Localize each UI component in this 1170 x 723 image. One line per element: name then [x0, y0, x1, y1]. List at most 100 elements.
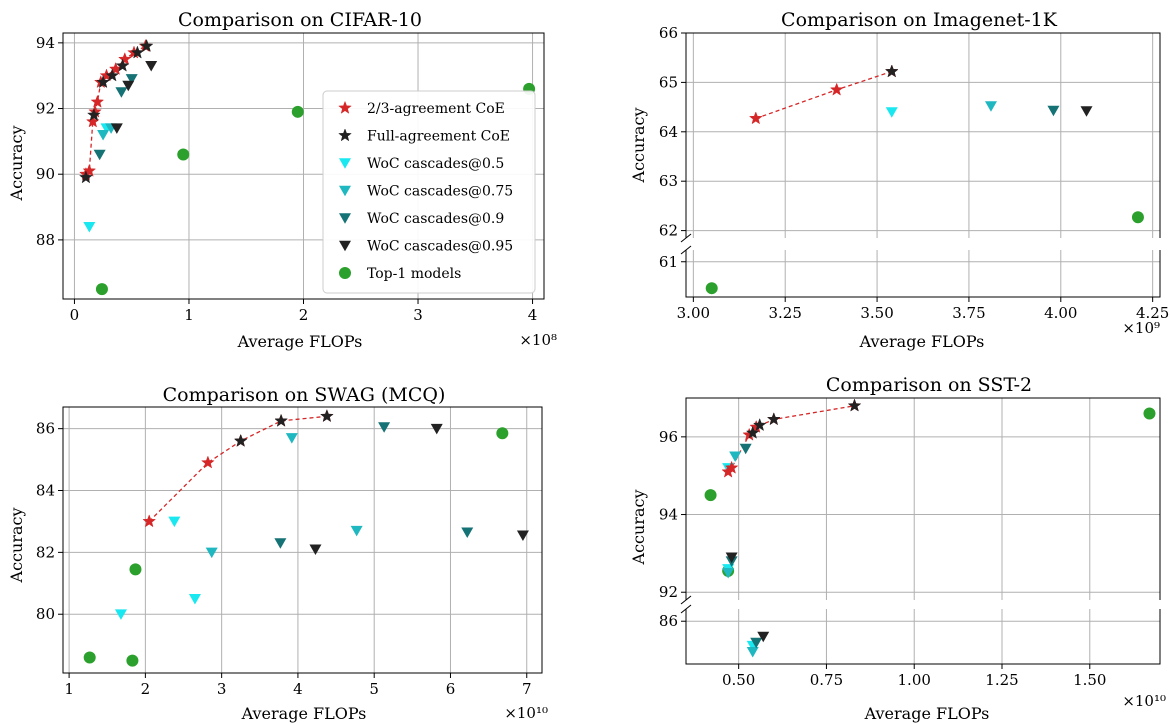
y-tick-label: 92 — [659, 583, 678, 601]
data-point — [1131, 211, 1144, 224]
data-point — [115, 87, 128, 98]
data-point — [722, 568, 735, 579]
data-point — [496, 427, 509, 440]
data-point — [145, 61, 158, 72]
data-point — [118, 52, 132, 66]
data-point — [87, 107, 101, 121]
panel-swag: Comparison on SWAG (MCQ) Average FLOPs A… — [7, 384, 548, 723]
data-point — [739, 443, 752, 455]
legend-box — [322, 90, 536, 294]
data-point — [461, 527, 474, 538]
y-tick-label: 86 — [659, 612, 678, 630]
data-point — [83, 651, 96, 664]
x-axis-label: Average FLOPs — [241, 704, 367, 723]
data-point — [114, 609, 127, 620]
y-tick-label: 94 — [659, 506, 678, 524]
x-multiplier: ×10⁸ — [519, 331, 557, 349]
data-point — [884, 64, 899, 78]
data-point — [309, 544, 322, 555]
legend-entry: WoC cascades@0.9 — [367, 211, 504, 227]
data-point — [93, 149, 106, 161]
legend-marker — [339, 213, 351, 224]
y-axis-label: Accuracy — [7, 126, 26, 202]
frontier-line — [148, 415, 327, 522]
panel-sst2: Comparison on SST-2 Average FLOPs Accura… — [629, 374, 1166, 723]
data-point — [291, 105, 304, 118]
data-point — [95, 283, 108, 296]
x-tick-label: 3.50 — [860, 304, 893, 322]
legend-marker — [339, 158, 351, 169]
grid — [63, 407, 542, 673]
data-point — [79, 170, 93, 184]
axes-frame — [685, 32, 1161, 238]
y-tick-label: 96 — [659, 428, 678, 446]
series-top1 — [83, 427, 509, 667]
x-tick-label: 6 — [446, 680, 456, 698]
series-woc09 — [274, 422, 474, 549]
legend-marker — [339, 240, 351, 252]
data-point — [142, 514, 157, 528]
data-point — [378, 422, 391, 433]
data-point — [757, 631, 770, 643]
panel-cifar: Comparison on CIFAR-10 Average FLOPs Acc… — [7, 9, 557, 351]
axis-break-mark — [680, 233, 692, 243]
x-axis-label: Average FLOPs — [864, 704, 990, 723]
data-point — [83, 221, 96, 233]
x-tick-label: 4 — [528, 306, 538, 324]
data-point — [725, 552, 738, 563]
series-woc09 — [93, 74, 138, 161]
series-two_thirds — [142, 409, 334, 528]
series-woc075 — [205, 433, 363, 559]
series-full — [233, 409, 334, 447]
data-point — [126, 654, 139, 667]
series-woc095 — [110, 61, 158, 134]
grid — [686, 250, 1160, 297]
y-tick-label: 62 — [659, 222, 678, 240]
axes-frame — [685, 609, 1161, 665]
x-tick-label: 1 — [184, 306, 194, 324]
y-axis-label: Accuracy — [7, 508, 26, 584]
x-tick-label: 5 — [369, 680, 379, 698]
legend-entry: 2/3-agreement CoE — [367, 101, 505, 117]
x-tick-label: 3.25 — [769, 304, 802, 322]
legend-entry: WoC cascades@0.75 — [367, 184, 513, 200]
data-point — [97, 130, 110, 141]
x-tick-label: 7 — [522, 680, 532, 698]
series-two_thirds — [721, 398, 862, 478]
x-tick-label: 3 — [413, 306, 423, 324]
legend-marker — [339, 185, 351, 197]
data-point — [274, 538, 287, 549]
series-woc05 — [114, 516, 201, 620]
x-tick-label: 4.00 — [1044, 304, 1077, 322]
x-tick-label: 0.50 — [722, 671, 755, 689]
x-multiplier: ×10¹⁰ — [504, 704, 548, 722]
grid — [686, 398, 1160, 600]
series-woc075 — [984, 101, 997, 112]
y-tick-label: 80 — [36, 605, 55, 623]
chart-title: Comparison on SWAG (MCQ) — [163, 384, 446, 406]
data-point — [847, 398, 862, 412]
series-full — [79, 38, 154, 184]
data-point — [829, 82, 844, 96]
y-tick-label: 61 — [659, 253, 678, 271]
y-tick-label: 86 — [36, 420, 55, 438]
grid — [686, 32, 1160, 238]
data-point — [724, 460, 739, 474]
data-point — [177, 148, 190, 161]
data-point — [129, 563, 142, 576]
legend-entry: WoC cascades@0.5 — [367, 156, 504, 172]
data-point — [885, 107, 898, 118]
data-point — [729, 451, 742, 462]
legend-marker — [338, 100, 352, 114]
data-point — [766, 412, 781, 426]
legend-entry: WoC cascades@0.95 — [367, 239, 513, 255]
frontier-line — [727, 405, 855, 473]
data-point — [90, 94, 105, 108]
x-tick-label: 1.25 — [985, 671, 1018, 689]
chart-title: Comparison on SST-2 — [826, 374, 1032, 396]
data-point — [233, 433, 248, 447]
axes-frame — [62, 406, 543, 674]
data-point — [122, 80, 135, 92]
y-tick-label: 90 — [36, 165, 55, 183]
